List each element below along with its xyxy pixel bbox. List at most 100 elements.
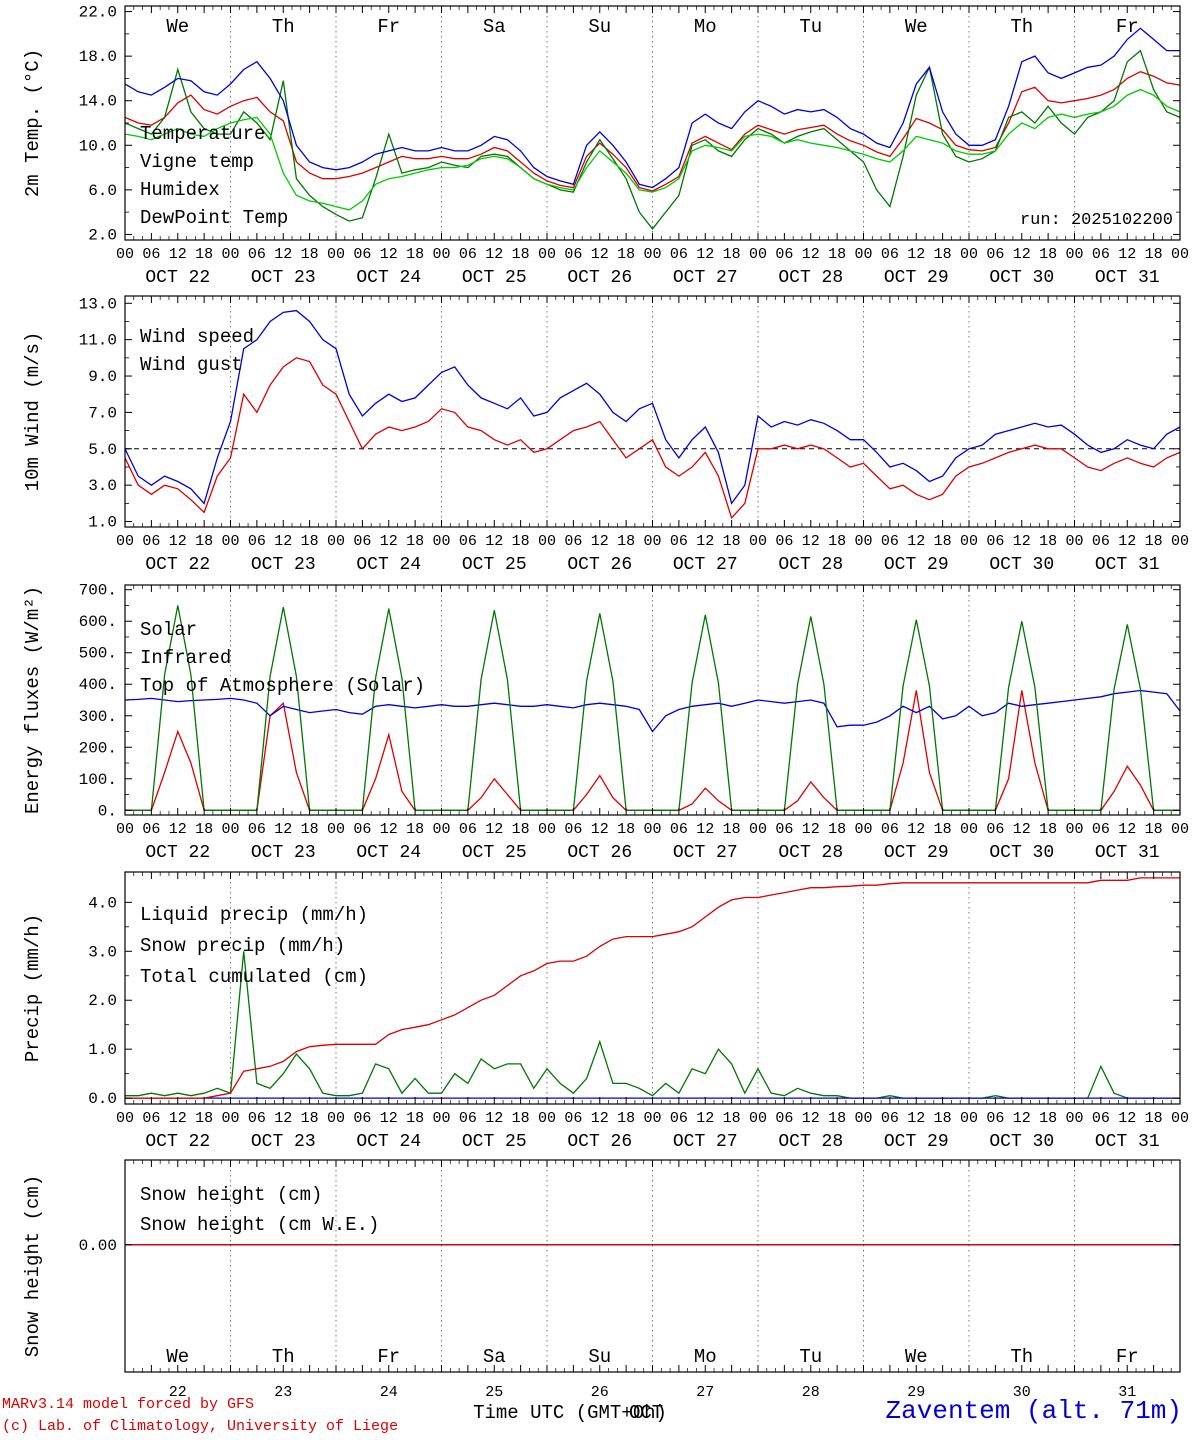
hour-tick-label: 18 bbox=[1145, 1110, 1163, 1127]
hour-tick-label: 12 bbox=[380, 246, 398, 263]
hour-tick-label: 06 bbox=[248, 1110, 266, 1127]
date-label: OCT 24 bbox=[356, 555, 421, 575]
hour-tick-label: 12 bbox=[907, 821, 925, 838]
hour-tick-label: 18 bbox=[195, 1110, 213, 1127]
hour-tick-label: 00 bbox=[116, 246, 134, 263]
y-tick-label: 2.0 bbox=[88, 992, 117, 1010]
hour-tick-label: 06 bbox=[1092, 533, 1110, 550]
hour-tick-label: 12 bbox=[169, 821, 187, 838]
day-number-label: 23 bbox=[274, 1384, 292, 1401]
hour-tick-label: 18 bbox=[1039, 821, 1057, 838]
hour-tick-label: 00 bbox=[643, 1110, 661, 1127]
hour-tick-label: 06 bbox=[564, 821, 582, 838]
hour-tick-label: 12 bbox=[485, 821, 503, 838]
weekday-label: Fr bbox=[1116, 1346, 1139, 1368]
hour-tick-label: 06 bbox=[248, 533, 266, 550]
hour-tick-label: 00 bbox=[960, 246, 978, 263]
legend-item: Humidex bbox=[140, 179, 220, 201]
hour-tick-label: 06 bbox=[775, 1110, 793, 1127]
legend-item: Wind speed bbox=[140, 326, 254, 348]
hour-tick-label: 00 bbox=[854, 533, 872, 550]
hour-tick-label: 00 bbox=[643, 821, 661, 838]
series-line bbox=[124, 70, 1181, 192]
date-label: OCT 28 bbox=[778, 1132, 843, 1152]
y-tick-label: 3.0 bbox=[88, 943, 117, 961]
legend-item: Wind gust bbox=[140, 354, 243, 376]
hour-tick-label: 00 bbox=[432, 533, 450, 550]
hour-tick-label: 00 bbox=[749, 821, 767, 838]
y-tick-label: 400. bbox=[79, 676, 117, 694]
weekday-label: Sa bbox=[483, 16, 506, 38]
hour-tick-label: 06 bbox=[670, 821, 688, 838]
date-label: OCT 31 bbox=[1095, 555, 1160, 575]
hour-tick-label: 12 bbox=[1013, 246, 1031, 263]
hour-tick-label: 06 bbox=[1092, 246, 1110, 263]
hour-tick-label: 00 bbox=[854, 246, 872, 263]
hour-tick-label: 00 bbox=[327, 1110, 345, 1127]
hour-tick-label: 18 bbox=[195, 533, 213, 550]
hour-tick-label: 18 bbox=[934, 246, 952, 263]
hour-tick-label: 00 bbox=[854, 1110, 872, 1127]
hour-tick-label: 00 bbox=[1171, 246, 1189, 263]
legend-item: Liquid precip (mm/h) bbox=[140, 904, 368, 926]
date-label: OCT 29 bbox=[884, 555, 949, 575]
hour-tick-label: 06 bbox=[670, 246, 688, 263]
hour-tick-label: 18 bbox=[1039, 1110, 1057, 1127]
hour-tick-label: 12 bbox=[802, 821, 820, 838]
hour-tick-label: 06 bbox=[248, 821, 266, 838]
weekday-label: Sa bbox=[483, 1346, 506, 1368]
day-number-label: 25 bbox=[485, 1384, 503, 1401]
date-label: OCT 23 bbox=[251, 1132, 316, 1152]
hour-tick-label: 12 bbox=[696, 533, 714, 550]
hour-tick-label: 18 bbox=[1039, 246, 1057, 263]
date-label: OCT 28 bbox=[778, 268, 843, 288]
hour-tick-label: 06 bbox=[353, 246, 371, 263]
date-label: OCT 25 bbox=[462, 1132, 527, 1152]
y-tick-label: 9.0 bbox=[88, 368, 117, 386]
day-number-label: 22 bbox=[169, 1384, 187, 1401]
hour-tick-label: 12 bbox=[485, 246, 503, 263]
legend-item: DewPoint Temp bbox=[140, 207, 288, 229]
hour-tick-label: 18 bbox=[406, 246, 424, 263]
hour-tick-label: 06 bbox=[775, 246, 793, 263]
hour-tick-label: 00 bbox=[643, 533, 661, 550]
hour-tick-label: 00 bbox=[749, 1110, 767, 1127]
hour-tick-label: 12 bbox=[907, 1110, 925, 1127]
hour-tick-label: 12 bbox=[274, 821, 292, 838]
hour-tick-label: 00 bbox=[221, 821, 239, 838]
hour-tick-label: 00 bbox=[432, 1110, 450, 1127]
date-label: OCT 28 bbox=[778, 555, 843, 575]
hour-tick-label: 06 bbox=[248, 246, 266, 263]
date-label: OCT 24 bbox=[356, 843, 421, 863]
hour-tick-label: 06 bbox=[564, 1110, 582, 1127]
hour-tick-label: 06 bbox=[459, 246, 477, 263]
hour-tick-label: 12 bbox=[485, 533, 503, 550]
hour-tick-label: 12 bbox=[169, 533, 187, 550]
chart-svg-4: 0.00 22 23 24 25 26 27 28 29 30 31 We Th Fr Sa Su Mo Tu We… bbox=[22, 1159, 1181, 1401]
hour-tick-label: 18 bbox=[512, 533, 530, 550]
chart-svg-1: 1.0 3.0 5.0 7.0 9.0 11.0 13.0 00 06 12 18 00 06 12 18 0… bbox=[22, 295, 1189, 575]
hour-tick-label: 06 bbox=[142, 533, 160, 550]
y-tick-label: 11.0 bbox=[79, 332, 117, 350]
hour-tick-label: 06 bbox=[353, 533, 371, 550]
y-tick-label: 1.0 bbox=[88, 1041, 117, 1059]
hour-tick-label: 12 bbox=[274, 1110, 292, 1127]
y-tick-label: 0. bbox=[98, 802, 117, 820]
hour-tick-label: 18 bbox=[1145, 821, 1163, 838]
month-label: OCT bbox=[629, 1402, 664, 1424]
weekday-label: We bbox=[166, 1346, 189, 1368]
series-line bbox=[124, 27, 1180, 189]
weekday-label: Mo bbox=[694, 16, 717, 38]
y-axis-label: Snow height (cm) bbox=[22, 1175, 44, 1357]
model-credit-line1: MARv3.14 model forced by GFS bbox=[2, 1396, 255, 1413]
date-label: OCT 22 bbox=[145, 268, 210, 288]
hour-tick-label: 12 bbox=[696, 1110, 714, 1127]
weekday-label: We bbox=[905, 16, 928, 38]
hour-tick-label: 18 bbox=[723, 533, 741, 550]
hour-tick-label: 00 bbox=[327, 821, 345, 838]
legend-item: Snow height (cm) bbox=[140, 1184, 322, 1206]
hour-tick-label: 18 bbox=[828, 533, 846, 550]
hour-tick-label: 18 bbox=[828, 821, 846, 838]
hour-tick-label: 00 bbox=[960, 533, 978, 550]
